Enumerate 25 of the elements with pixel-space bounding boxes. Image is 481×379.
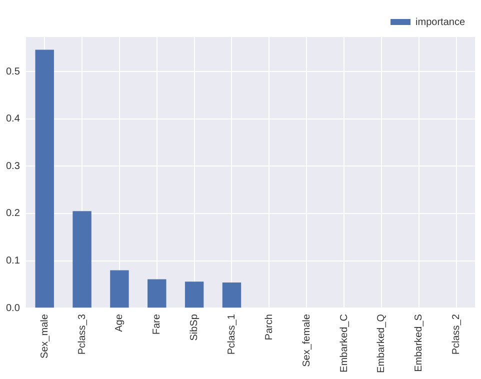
y-tick-label: 0.4: [6, 114, 20, 125]
x-tick-label: Sex_male: [39, 314, 50, 359]
y-tick-label: 0.3: [6, 160, 20, 172]
x-tick-label: Embarked_S: [414, 314, 425, 372]
x-tick-label: Age: [114, 314, 126, 332]
bar: [72, 211, 92, 308]
bar: [110, 270, 129, 308]
x-tick-label: Pclass_1: [226, 314, 238, 355]
bar: [148, 279, 166, 308]
bar: [184, 282, 204, 308]
x-tick-label: Pclass_2: [451, 314, 462, 355]
x-tick-label: Embarked_Q: [376, 314, 388, 374]
legend-label: importance: [416, 16, 466, 28]
x-tick-label: Embarked_C: [338, 314, 350, 372]
x-tick-label: SibSp: [189, 314, 200, 341]
x-tick-label: Sex_female: [301, 314, 312, 367]
y-tick-label: 0.0: [6, 302, 20, 314]
x-tick-label: Fare: [152, 314, 163, 335]
y-tick-label: 0.1: [6, 256, 20, 267]
y-tick-label: 0.5: [6, 66, 20, 78]
bar: [222, 282, 242, 308]
x-tick-label: Parch: [264, 314, 275, 340]
x-tick-label: Pclass_3: [76, 314, 88, 355]
bar: [35, 50, 54, 308]
y-tick-label: 0.2: [6, 208, 20, 220]
